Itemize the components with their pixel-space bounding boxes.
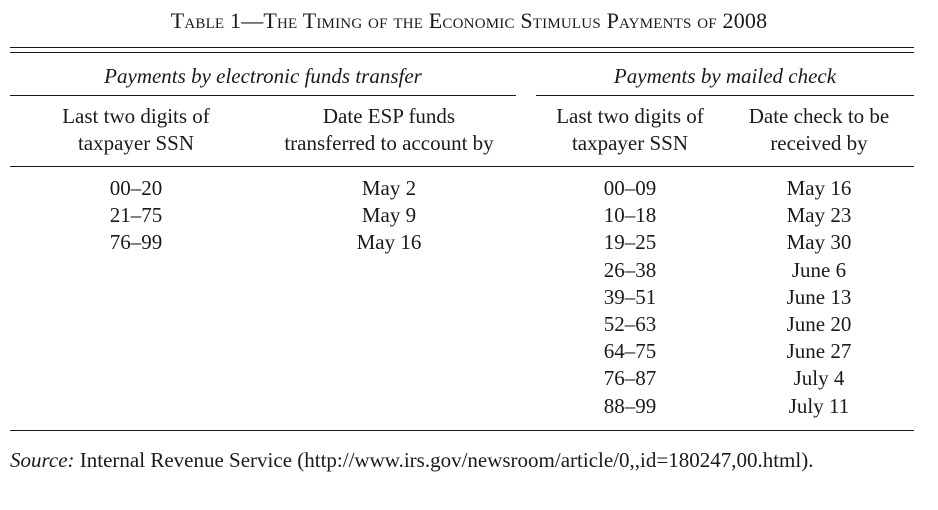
check-date-cell: June 13 bbox=[786, 284, 852, 309]
check-date-cell: July 11 bbox=[788, 393, 850, 418]
col-header-eft-ssn-line2: taxpayer SSN bbox=[77, 131, 195, 155]
eft-ssn-column: 00–20 21–75 76–99 bbox=[10, 175, 262, 257]
header-rule bbox=[10, 166, 914, 167]
col-header-eft-date-line1: Date ESP funds bbox=[322, 104, 456, 128]
eft-ssn-cell: 21–75 bbox=[109, 203, 163, 228]
eft-ssn-cell: 00–20 bbox=[109, 176, 163, 200]
col-header-check-date-line2: received by bbox=[770, 131, 868, 155]
check-date-cell: May 30 bbox=[786, 230, 852, 255]
check-ssn-cell: 19–25 bbox=[603, 230, 657, 255]
check-ssn-cell: 39–51 bbox=[603, 284, 657, 309]
source-text: Internal Revenue Service (http://www.irs… bbox=[79, 448, 814, 472]
check-ssn-cell: 26–38 bbox=[603, 257, 657, 282]
check-ssn-cell: 00–09 bbox=[603, 176, 657, 200]
source-label: Source: bbox=[10, 448, 75, 472]
check-ssn-cell: 10–18 bbox=[603, 203, 657, 228]
check-date-cell: May 16 bbox=[786, 176, 852, 200]
check-ssn-cell: 76–87 bbox=[603, 366, 657, 391]
eft-date-cell: May 9 bbox=[361, 203, 417, 228]
top-rule-upper bbox=[10, 47, 914, 48]
col-header-eft-ssn-line1: Last two digits of bbox=[62, 104, 210, 128]
top-rule-lower bbox=[10, 52, 914, 53]
check-ssn-cell: 88–99 bbox=[603, 393, 657, 418]
col-header-check-ssn-line1: Last two digits of bbox=[556, 104, 704, 128]
check-date-cell: June 27 bbox=[786, 339, 852, 364]
col-header-eft-date-line2: transferred to account by bbox=[284, 131, 494, 155]
group-header-check: Payments by mailed check bbox=[613, 64, 837, 88]
check-date-cell: June 20 bbox=[786, 312, 852, 337]
group-rule-eft bbox=[10, 95, 516, 96]
check-date-column: May 16 May 23 May 30 June 6 June 13 June 20 Ju… bbox=[724, 175, 914, 420]
table-caption: Table 1—The Timing of the Economic Stimu… bbox=[170, 8, 768, 33]
eft-date-column: May 2 May 9 May 16 bbox=[262, 175, 516, 257]
check-ssn-cell: 64–75 bbox=[603, 339, 657, 364]
group-header-eft: Payments by electronic funds transfer bbox=[104, 64, 422, 88]
col-header-eft-date: Date ESP funds transferred to account by bbox=[262, 103, 516, 157]
bottom-rule bbox=[10, 430, 914, 431]
eft-date-cell: May 16 bbox=[356, 230, 422, 255]
col-header-check-date-line1: Date check to be bbox=[748, 104, 890, 128]
col-header-check-ssn: Last two digits of taxpayer SSN bbox=[536, 103, 724, 157]
group-rule-check bbox=[536, 95, 914, 96]
check-ssn-column: 00–09 10–18 19–25 26–38 39–51 52–63 64–75 76–87… bbox=[536, 175, 724, 420]
col-header-eft-ssn: Last two digits of taxpayer SSN bbox=[10, 103, 262, 157]
check-date-cell: May 23 bbox=[786, 203, 852, 228]
check-date-cell: July 4 bbox=[793, 366, 845, 391]
eft-date-cell: May 2 bbox=[361, 176, 417, 200]
col-header-check-date: Date check to be received by bbox=[724, 103, 914, 157]
col-header-check-ssn-line2: taxpayer SSN bbox=[571, 131, 689, 155]
check-date-cell: June 6 bbox=[791, 257, 847, 282]
source-note: Source: Internal Revenue Service (http:/… bbox=[10, 446, 914, 475]
eft-ssn-cell: 76–99 bbox=[109, 230, 163, 255]
check-ssn-cell: 52–63 bbox=[603, 312, 657, 337]
